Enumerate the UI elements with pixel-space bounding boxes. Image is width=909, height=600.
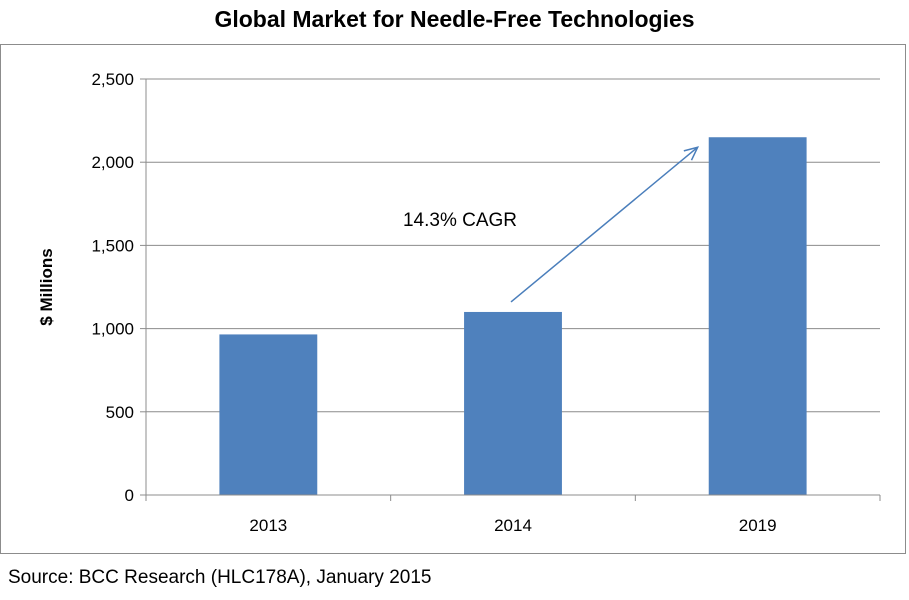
y-axis-title: $ Millions (37, 248, 56, 325)
bars (219, 137, 807, 496)
y-tick-label: 500 (106, 403, 134, 422)
chart-title: Global Market for Needle-Free Technologi… (214, 6, 695, 32)
source-note: Source: BCC Research (HLC178A), January … (8, 567, 432, 588)
x-tick-label: 2019 (739, 516, 777, 535)
chart-area (0, 44, 906, 554)
x-tick-label: 2013 (249, 516, 287, 535)
labels: 0 500 1,000 1,500 2,000 2,500 2013 2014 2019 $ Mi… (37, 70, 777, 535)
y-tick-label: 2,000 (91, 153, 134, 172)
x-tick-label: 2014 (494, 516, 532, 535)
y-tick-label: 2,500 (91, 70, 134, 89)
axes (140, 78, 881, 501)
cagr-label: 14.3% CAGR (403, 210, 517, 231)
cagr-arrow-head (683, 146, 700, 161)
bar-2013 (219, 334, 318, 495)
bar-2014 (464, 311, 562, 495)
y-tick-label: 0 (125, 486, 134, 505)
y-tick-label: 1,000 (91, 320, 134, 339)
cagr-arrow (510, 146, 699, 303)
annotation: 14.3% CAGR (403, 146, 700, 303)
bar-2019 (708, 137, 807, 496)
y-tick-label: 1,500 (91, 236, 134, 255)
